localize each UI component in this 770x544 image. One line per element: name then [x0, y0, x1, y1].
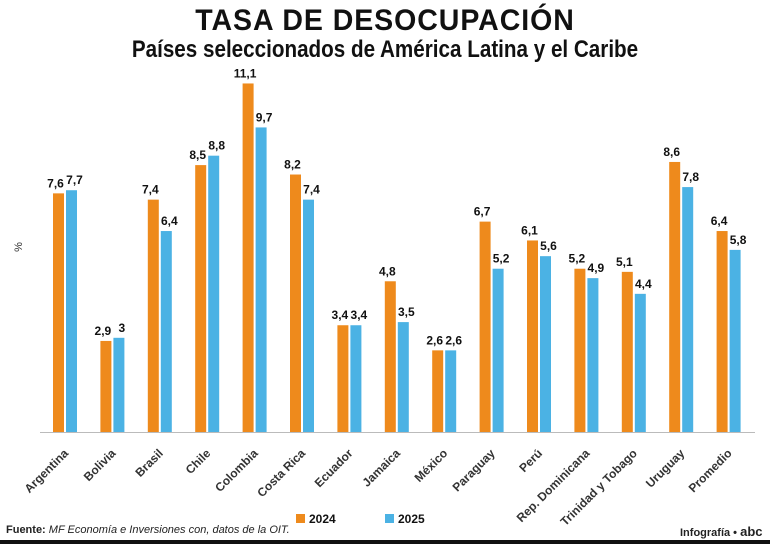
- data-label-2024: 2,6: [426, 333, 443, 347]
- source-note: Fuente: MF Economía e Inversiones con, d…: [6, 524, 290, 536]
- x-tick-label: Promedio: [686, 446, 735, 495]
- bar-2025: [729, 249, 741, 432]
- data-label-2025: 5,2: [493, 252, 510, 266]
- x-tick-label: Argentina: [22, 446, 72, 496]
- x-tick-label: Costa Rica: [254, 446, 308, 500]
- bar-2025: [682, 187, 694, 432]
- data-label-2024: 2,9: [95, 324, 112, 338]
- data-label-2025: 2,6: [445, 333, 462, 347]
- credit-text: Infografía •: [680, 527, 738, 539]
- bar-2024: [716, 231, 728, 432]
- abc-logo: abc: [740, 524, 763, 539]
- source-label: Fuente:: [6, 524, 46, 536]
- x-tick-label: Brasil: [132, 446, 165, 479]
- bar-2025: [255, 127, 267, 433]
- data-label-2025: 6,4: [161, 214, 178, 228]
- data-label-2024: 5,1: [616, 255, 633, 269]
- data-label-2025: 3: [119, 321, 126, 335]
- x-tick-label: Jamaica: [360, 446, 404, 490]
- data-label-2024: 6,7: [474, 205, 491, 219]
- data-label-2025: 5,6: [540, 239, 557, 253]
- data-label-2025: 7,8: [682, 170, 699, 184]
- credit: Infografía • abc: [680, 524, 763, 539]
- bar-2025: [587, 278, 599, 432]
- bar-2024: [195, 165, 207, 432]
- legend-label-2024: 2024: [309, 512, 336, 526]
- bar-2025: [634, 293, 646, 432]
- x-tick-label: México: [412, 446, 451, 485]
- x-tick-label: Ecuador: [312, 446, 356, 490]
- data-label-2024: 6,4: [711, 214, 728, 228]
- data-label-2025: 8,8: [208, 139, 225, 153]
- chart-subtitle: Países seleccionados de América Latina y…: [131, 36, 639, 63]
- bar-2024: [621, 271, 633, 432]
- bar-2024: [290, 174, 301, 432]
- bar-2024: [669, 161, 681, 432]
- bar-2024: [479, 221, 491, 432]
- bar-2024: [384, 281, 396, 432]
- legend-swatch-2025: [385, 514, 394, 523]
- bar-2024: [147, 199, 159, 432]
- bar-2025: [492, 268, 504, 432]
- data-label-2024: 8,6: [663, 145, 680, 159]
- x-tick-label: Colombia: [212, 446, 261, 495]
- data-label-2025: 4,4: [635, 277, 652, 291]
- bar-2024: [100, 340, 112, 432]
- chart-title: TASA DE DESOCUPACIÓN: [195, 4, 575, 37]
- bar-2024: [53, 193, 64, 432]
- bar-2025: [66, 190, 77, 432]
- data-label-2024: 4,8: [379, 264, 396, 278]
- data-label-2024: 5,2: [569, 252, 586, 266]
- bar-2025: [208, 155, 220, 432]
- data-label-2025: 3,5: [398, 305, 415, 319]
- source-text: MF Economía e Inversiones con, datos de …: [48, 524, 290, 536]
- data-label-2025: 7,4: [303, 183, 320, 197]
- x-tick-label: Bolivia: [81, 446, 119, 484]
- data-label-2025: 5,8: [730, 233, 747, 247]
- bar-2025: [540, 256, 551, 432]
- bar-2024: [574, 268, 586, 432]
- bar-2024: [242, 83, 254, 433]
- bar-2025: [160, 231, 172, 432]
- data-label-2025: 9,7: [256, 110, 273, 124]
- x-tick-label: Perú: [516, 446, 545, 475]
- bar-2025: [350, 325, 362, 432]
- data-label-2024: 11,1: [234, 66, 257, 80]
- x-tick-label: Uruguay: [643, 446, 688, 491]
- legend-swatch-2024: [296, 514, 305, 523]
- data-label-2024: 7,4: [142, 183, 159, 197]
- x-tick-label: Chile: [183, 446, 214, 477]
- data-label-2025: 4,9: [588, 261, 605, 275]
- data-label-2024: 6,1: [521, 223, 538, 237]
- bar-2024: [527, 240, 538, 432]
- bar-2025: [113, 337, 125, 432]
- legend-label-2025: 2025: [398, 512, 425, 526]
- x-tick-label: Paraguay: [450, 446, 498, 494]
- bar-2024: [337, 325, 349, 432]
- data-label-2024: 3,4: [332, 308, 349, 322]
- bar-2024: [432, 350, 444, 432]
- y-axis-label: %: [13, 242, 25, 252]
- data-label-2024: 8,2: [284, 158, 301, 172]
- bar-2025: [303, 199, 314, 432]
- data-label-2024: 7,6: [47, 176, 64, 190]
- data-label-2025: 3,4: [351, 308, 368, 322]
- bar-2025: [445, 350, 457, 432]
- data-label-2025: 7,7: [66, 173, 83, 187]
- bottom-rule: [0, 540, 770, 544]
- data-label-2024: 8,5: [189, 148, 206, 162]
- bar-2025: [397, 322, 409, 432]
